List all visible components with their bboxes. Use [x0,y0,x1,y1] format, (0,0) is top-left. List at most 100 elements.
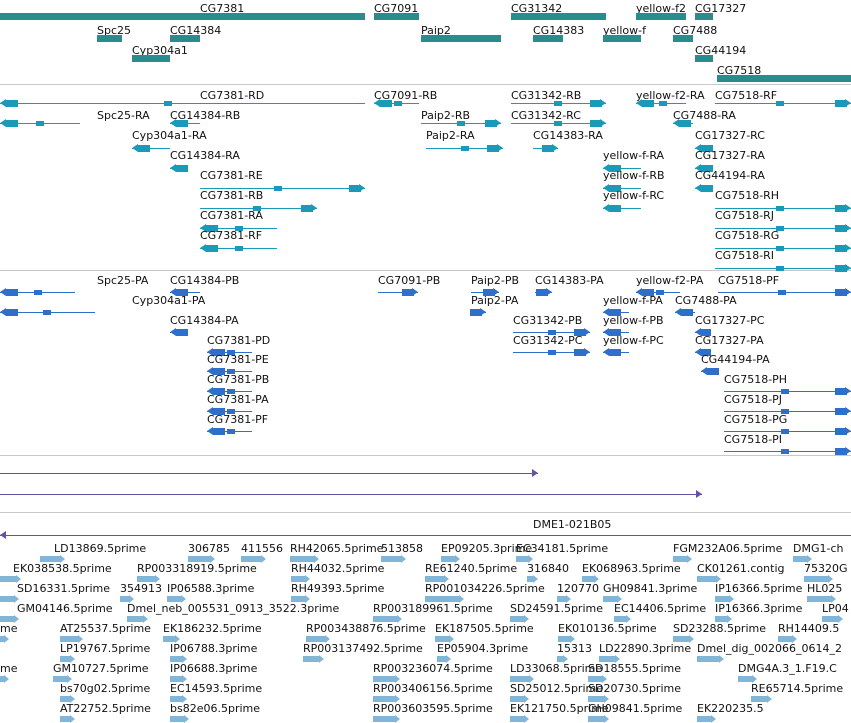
cds-label: CG7381-PE [207,353,269,366]
cds-label: CG14384-PA [170,314,239,327]
est-glyph [303,656,319,662]
exon-glyph [609,205,621,212]
exon-glyph [642,100,654,107]
est-label: AT22752.5prime [60,702,151,715]
match-line [0,494,702,495]
est-glyph [60,656,70,662]
exon-glyph [461,146,469,151]
strand-arrow-left [170,328,176,336]
est-glyph [137,576,155,582]
gene-glyph [695,55,713,62]
strand-arrow-left [374,99,380,107]
strand-arrow-right [845,288,851,296]
est-glyph [291,596,305,602]
strand-arrow-right [497,144,503,152]
strand-arrow-right [395,715,400,723]
exon-glyph [176,120,188,127]
est-glyph [40,556,60,562]
strand-arrow-right [493,288,499,296]
gene-glyph [511,13,606,20]
strand-arrow-right [325,635,330,643]
est-label: EK010136.5prime [558,622,657,635]
est-glyph [516,556,528,562]
exon-glyph [835,448,847,455]
exon-glyph [679,120,691,127]
strand-arrow-right [143,615,148,623]
exon-glyph [781,429,789,434]
est-glyph [697,716,711,722]
est-label: 411556 [241,542,283,555]
strand-arrow-left [636,99,642,107]
exon-glyph [609,165,621,172]
exon-glyph [707,368,719,375]
exon-glyph [227,409,235,414]
strand-arrow-right [584,348,590,356]
strand-arrow-right [696,490,702,498]
est-glyph [614,616,626,622]
track-separator [0,84,851,85]
exon-glyph [548,330,556,335]
cds-label: Cyp304a1-PA [132,294,206,307]
exon-glyph [213,349,225,356]
est-label: DMG4A.3_1.F19.C [738,662,837,675]
track-separator [0,512,851,513]
exon-glyph [227,369,235,374]
est-label: me [0,622,18,635]
strand-arrow-right [60,555,65,563]
strand-arrow-right [319,655,324,663]
exon-glyph [206,245,218,252]
strand-arrow-right [70,655,75,663]
strand-arrow-left [695,164,701,172]
exon-glyph [235,226,243,231]
gene-label: CG7518 [717,64,762,77]
est-glyph [738,676,752,682]
exon-glyph [206,225,218,232]
est-glyph [673,636,689,642]
est-label: 15313 [557,642,592,655]
est-label: LD13869.5prime [54,542,147,555]
exon-glyph [138,145,150,152]
est-label: HL025 [807,582,843,595]
strand-arrow-left [170,288,176,296]
est-glyph [557,656,563,662]
strand-arrow-right [600,119,606,127]
strand-arrow-left [603,164,609,172]
est-label: GM04146.5prime [17,602,113,615]
est-glyph [60,696,70,702]
exon-glyph [6,100,18,107]
strand-arrow-right [480,308,486,316]
exon-glyph [6,289,18,296]
exon-glyph [681,309,693,316]
cds-label: CG17327-PA [695,334,764,347]
est-glyph [697,576,716,582]
mrna-label: Spc25-RA [97,109,150,122]
est-label: EK187505.5prime [435,622,534,635]
gene-label: CG44194 [695,44,747,57]
strand-arrow-left [0,99,6,107]
exon-glyph [176,329,188,336]
est-glyph [53,676,67,682]
exon-glyph [457,121,465,126]
exon-glyph [380,100,392,107]
strand-arrow-left [695,328,701,336]
strand-arrow-right [446,655,451,663]
cds-label: CG31342-PB [513,314,583,327]
est-label: LD33068.5prime [510,662,603,675]
exon-glyph [642,289,654,296]
est-label: RE61240.5prime [425,562,518,575]
est-label: GH09841.5prime [588,702,683,715]
strand-arrow-right [807,555,812,563]
strand-arrow-right [175,635,180,643]
est-label: 306785 [188,542,230,555]
est-label: EC14593.5prime [170,682,263,695]
exon-glyph [213,368,225,375]
strand-arrow-left [0,308,6,316]
exon-glyph [776,266,784,271]
est-glyph [510,676,529,682]
mrna-label: CG7381-RA [200,209,263,222]
strand-arrow-right [838,615,843,623]
mrna-label: CG31342-RB [511,89,582,102]
strand-arrow-left [0,531,6,539]
gene-label: Cyp304a1 [132,44,188,57]
strand-arrow-right [182,675,187,683]
